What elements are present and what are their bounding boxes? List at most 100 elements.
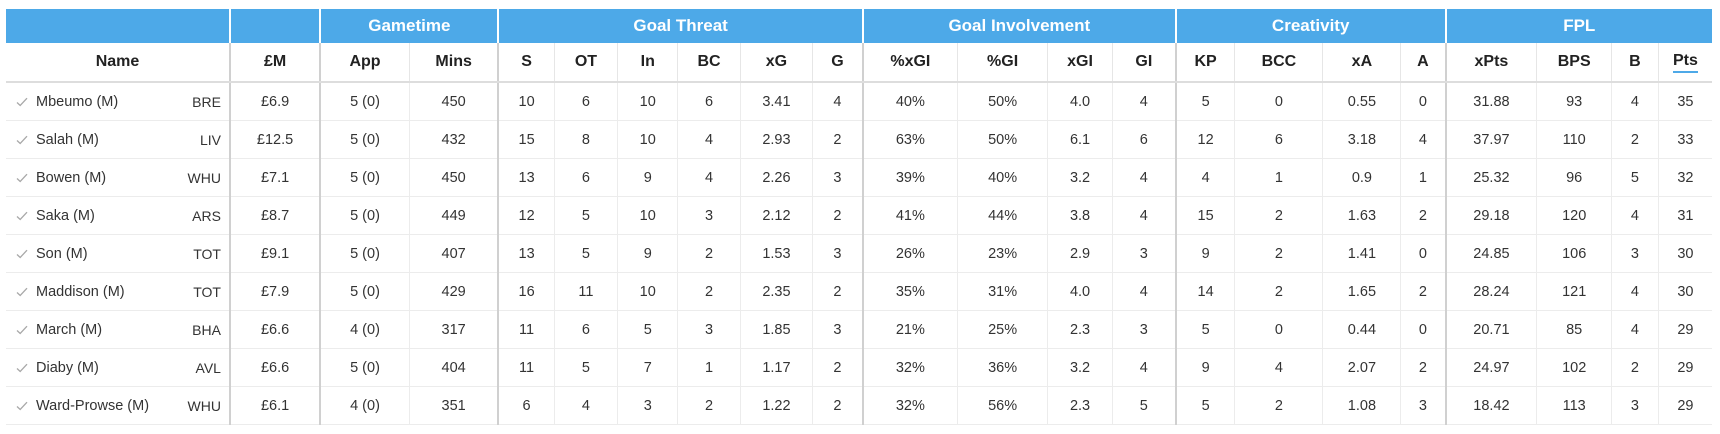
column-header-label: OT	[574, 53, 598, 70]
column-header-xgi[interactable]: %xGI	[861, 43, 958, 83]
stat-cell: 3.2	[1047, 348, 1113, 387]
player-name[interactable]: Salah (M)	[36, 131, 99, 148]
player-name[interactable]: Diaby (M)	[36, 359, 99, 376]
stat-cell: 3	[812, 234, 863, 273]
stat-cell: 10	[617, 196, 678, 235]
check-icon[interactable]	[14, 132, 30, 148]
column-header-ot[interactable]: OT	[553, 43, 618, 83]
stat-cell: 2.07	[1322, 348, 1401, 387]
stat-cell: 3	[1611, 386, 1659, 425]
column-header-mins[interactable]: Mins	[408, 43, 499, 83]
column-header-label: G	[831, 53, 844, 70]
table-row[interactable]: Mbeumo (M) BRE £6.9 5 (0) 450 10 6 10 6 3.41 4 40% 5…	[6, 82, 1712, 121]
check-icon[interactable]	[14, 208, 30, 224]
stat-cell: 6	[553, 82, 618, 121]
column-header-xpts[interactable]: xPts	[1444, 43, 1537, 83]
stat-cell: 4	[1111, 82, 1176, 121]
player-name[interactable]: Saka (M)	[36, 207, 95, 224]
check-icon[interactable]	[14, 360, 30, 376]
player-name[interactable]: Bowen (M)	[36, 169, 107, 186]
column-header-price[interactable]: £M	[228, 43, 321, 83]
stat-cell: 11	[553, 272, 618, 311]
stat-cell: 2.26	[739, 158, 813, 197]
stat-cell: 5	[1111, 386, 1176, 425]
stat-cell: 50%	[956, 120, 1048, 159]
stat-cell: 63%	[861, 120, 958, 159]
table-row[interactable]: Diaby (M) AVL £6.6 5 (0) 404 11 5 7 1 1.17 2 32% 36%…	[6, 348, 1712, 387]
stat-cell: 8	[553, 120, 618, 159]
stat-cell: 4 (0)	[319, 310, 410, 349]
stat-cell: 113	[1536, 386, 1612, 425]
stat-cell: 40%	[861, 82, 958, 121]
stat-cell: 32%	[861, 348, 958, 387]
team-code: ARS	[192, 207, 221, 224]
column-header-in[interactable]: In	[617, 43, 678, 83]
column-header-gi[interactable]: GI	[1111, 43, 1176, 83]
player-name[interactable]: March (M)	[36, 321, 103, 338]
player-stats-table: Gametime Goal Threat Goal Involvement Creat…	[6, 9, 1712, 425]
column-header-bc[interactable]: BC	[677, 43, 741, 83]
check-icon[interactable]	[14, 246, 30, 262]
stat-cell: 1	[1234, 158, 1323, 197]
column-header-label: Mins	[435, 53, 472, 70]
stat-cell: 3	[1611, 234, 1659, 273]
table-row[interactable]: Salah (M) LIV £12.5 5 (0) 432 15 8 10 4 2.93 2 63% 5…	[6, 120, 1712, 159]
check-icon[interactable]	[14, 94, 30, 110]
player-name[interactable]: Mbeumo (M)	[36, 93, 119, 110]
column-header-name[interactable]: Name	[6, 43, 230, 83]
stat-cell: 1.53	[739, 234, 813, 273]
table-row[interactable]: Maddison (M) TOT £7.9 5 (0) 429 16 11 10 2 2.35 2 3…	[6, 272, 1712, 311]
column-header-xgi[interactable]: xGI	[1047, 43, 1113, 83]
team-code: BHA	[192, 321, 221, 338]
stat-cell: 5 (0)	[319, 82, 410, 121]
stat-cell: 2.35	[739, 272, 813, 311]
stat-cell: 28.24	[1444, 272, 1537, 311]
player-name[interactable]: Ward-Prowse (M)	[36, 397, 150, 414]
check-icon[interactable]	[14, 322, 30, 338]
stat-cell: £12.5	[228, 120, 321, 159]
table-row[interactable]: Saka (M) ARS £8.7 5 (0) 449 12 5 10 3 2.12 2 41% 44%…	[6, 196, 1712, 235]
column-header-xa[interactable]: xA	[1322, 43, 1401, 83]
column-header-xg[interactable]: xG	[739, 43, 813, 83]
column-header-a[interactable]: A	[1400, 43, 1446, 83]
column-header-kp[interactable]: KP	[1174, 43, 1235, 83]
column-header-gi[interactable]: %GI	[956, 43, 1048, 83]
player-name[interactable]: Maddison (M)	[36, 283, 125, 300]
stat-cell: 110	[1536, 120, 1612, 159]
group-header: Gametime	[319, 9, 499, 43]
stat-cell: 15	[1174, 196, 1235, 235]
check-icon[interactable]	[14, 284, 30, 300]
table-row[interactable]: Ward-Prowse (M) WHU £6.1 4 (0) 351 6 4 3 2 1.22 2 3…	[6, 386, 1712, 425]
stat-cell: 2	[1234, 386, 1323, 425]
check-icon[interactable]	[14, 170, 30, 186]
stat-cell: 0	[1400, 82, 1446, 121]
stat-cell: 3.41	[739, 82, 813, 121]
stat-cell: 40%	[956, 158, 1048, 197]
column-header-app[interactable]: App	[319, 43, 410, 83]
stat-cell: 10	[617, 82, 678, 121]
team-code: BRE	[192, 93, 221, 110]
stat-cell: 15	[497, 120, 555, 159]
stat-cell: 50%	[956, 82, 1048, 121]
stat-cell: 2	[1611, 348, 1659, 387]
stat-cell: 2	[812, 272, 863, 311]
column-header-s[interactable]: S	[497, 43, 555, 83]
stat-cell: 2.93	[739, 120, 813, 159]
table-row[interactable]: March (M) BHA £6.6 4 (0) 317 11 6 5 3 1.85 3 21% 25%…	[6, 310, 1712, 349]
stat-cell: 404	[408, 348, 499, 387]
column-header-bps[interactable]: BPS	[1536, 43, 1612, 83]
stat-cell: £9.1	[228, 234, 321, 273]
check-icon[interactable]	[14, 398, 30, 414]
column-header-bcc[interactable]: BCC	[1234, 43, 1323, 83]
table-row[interactable]: Bowen (M) WHU £7.1 5 (0) 450 13 6 9 4 2.26 3 39% 40%…	[6, 158, 1712, 197]
stat-cell: 1	[1400, 158, 1446, 197]
stat-cell: 2	[812, 386, 863, 425]
player-name[interactable]: Son (M)	[36, 245, 88, 262]
column-header-g[interactable]: G	[812, 43, 863, 83]
table-row[interactable]: Son (M) TOT £9.1 5 (0) 407 13 5 9 2 1.53 3 26% 23% 2.…	[6, 234, 1712, 273]
stat-cell: 432	[408, 120, 499, 159]
column-header-b[interactable]: B	[1611, 43, 1659, 83]
stat-cell: 3	[812, 158, 863, 197]
stats-table-container: Gametime Goal Threat Goal Involvement Creat…	[6, 9, 1712, 425]
column-header-pts[interactable]: Pts	[1657, 43, 1712, 83]
